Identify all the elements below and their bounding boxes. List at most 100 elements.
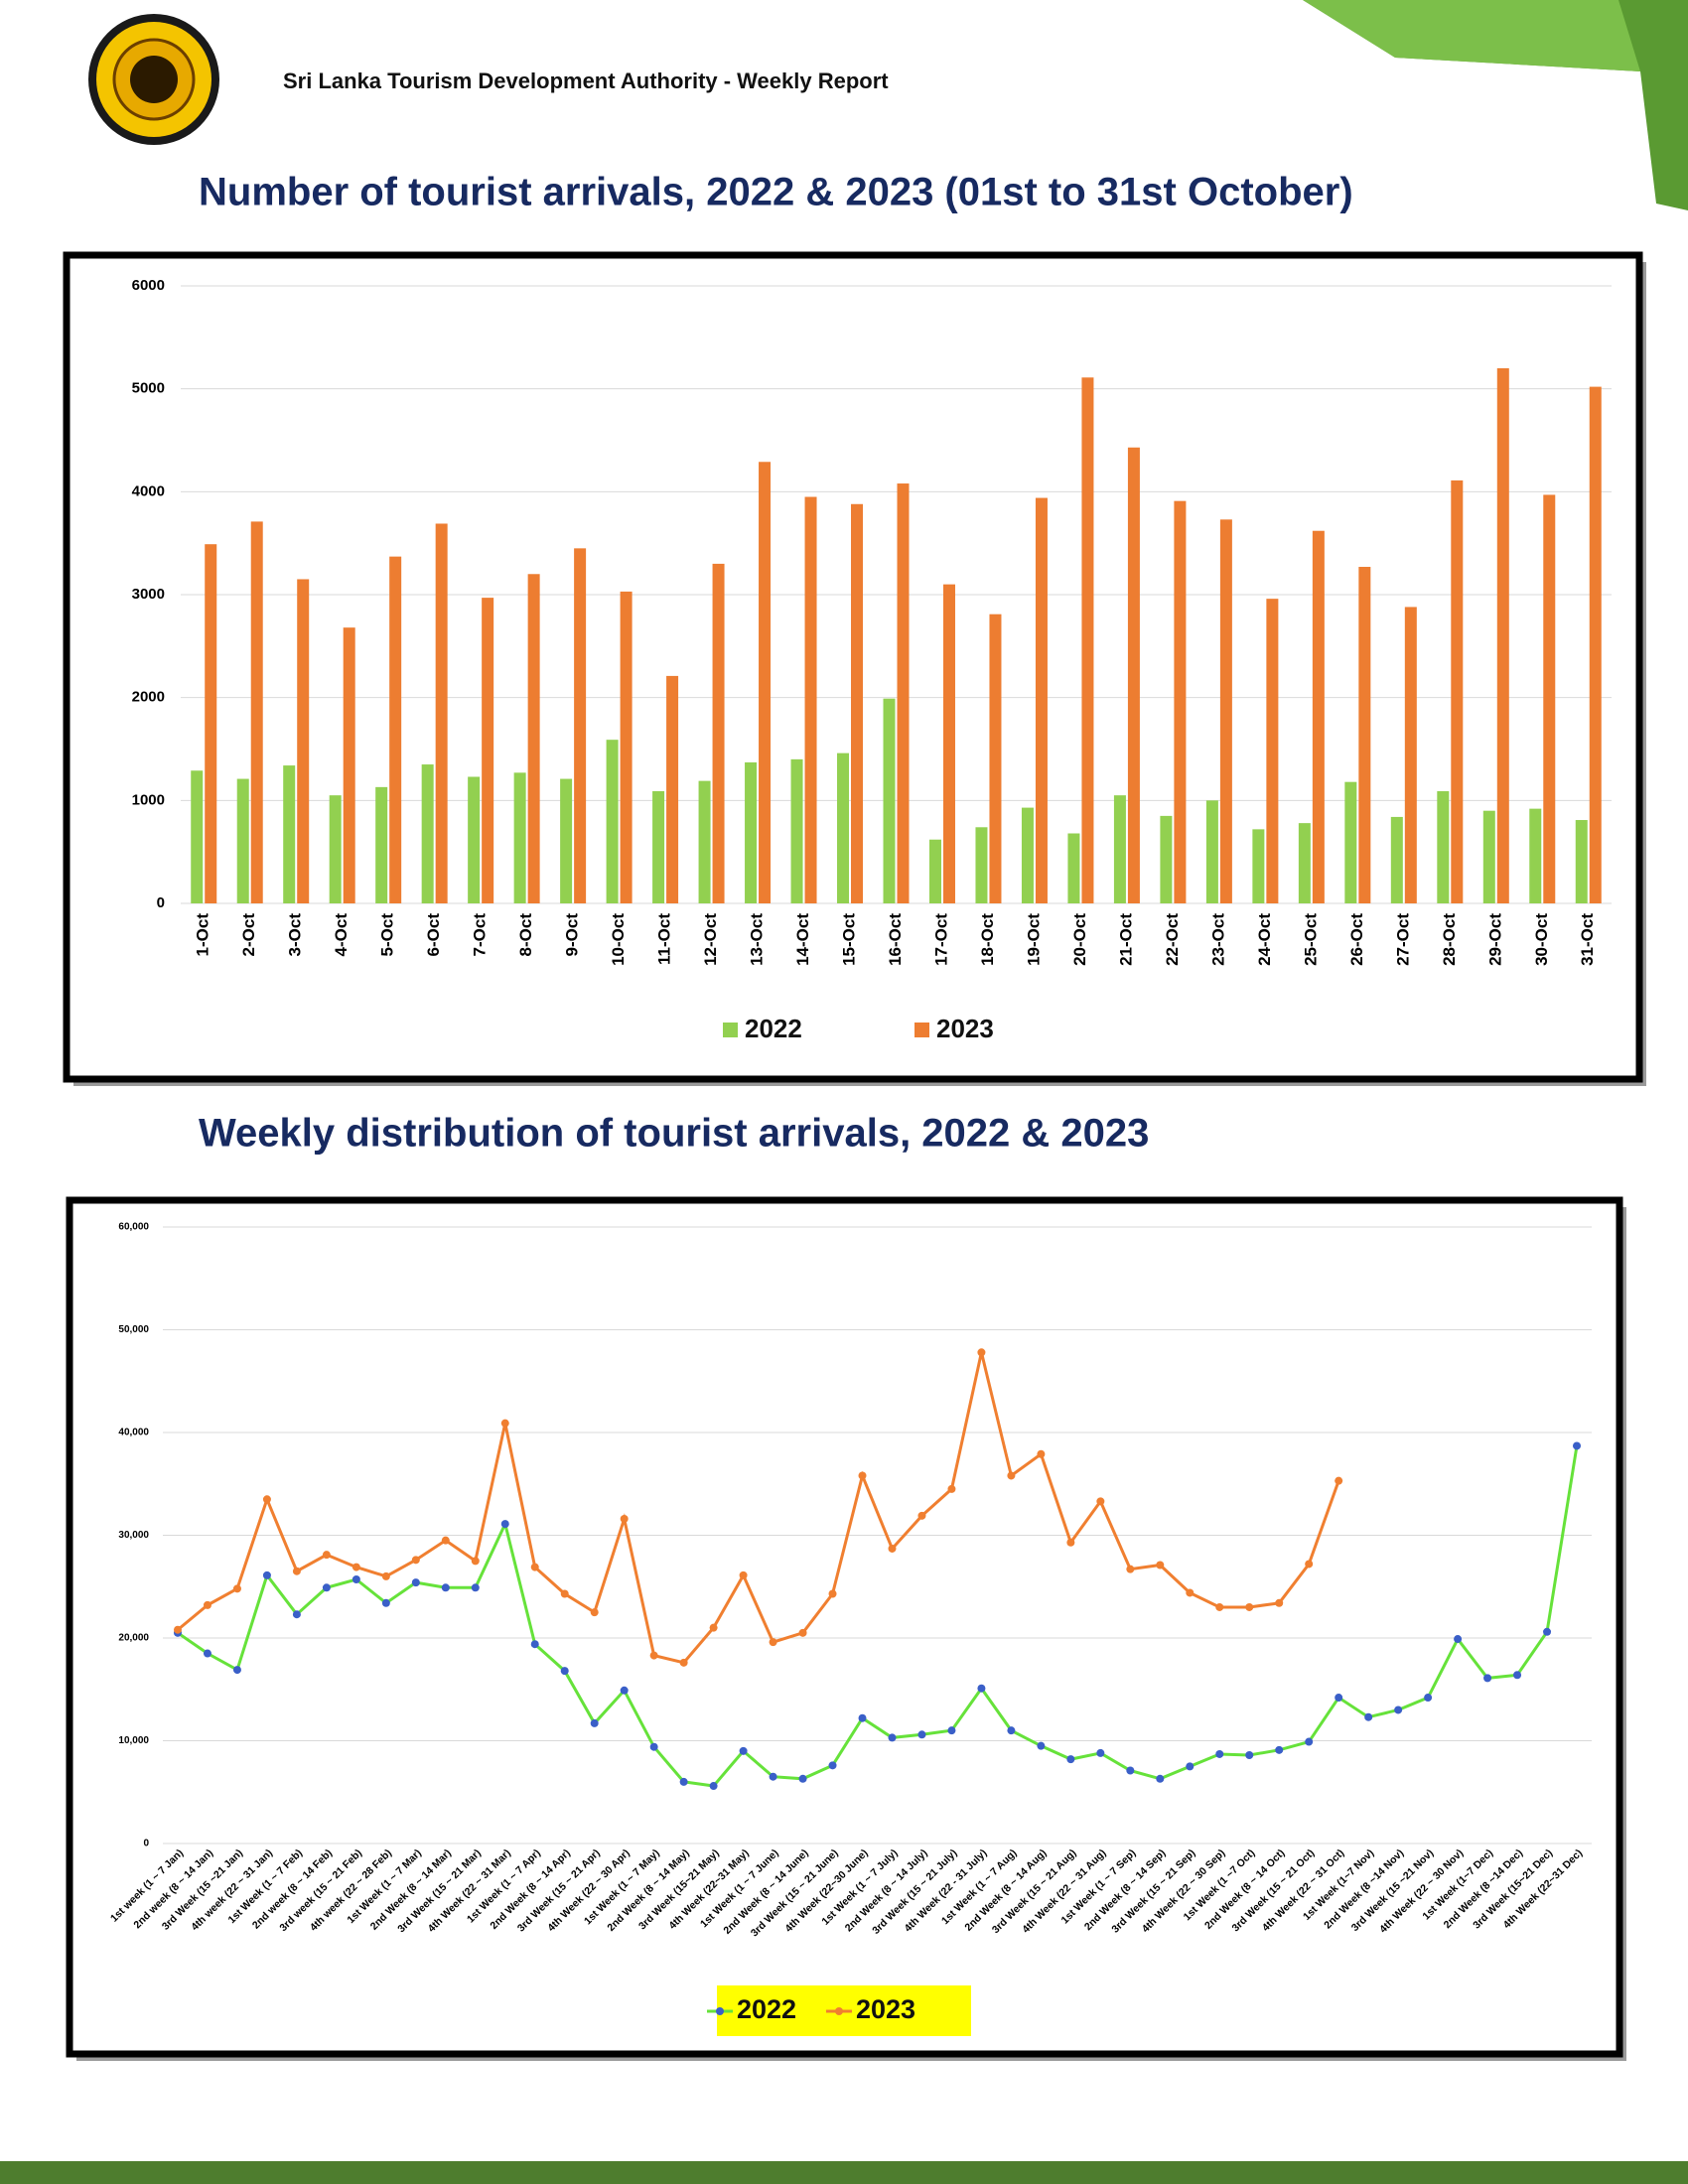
- legend-swatch: [914, 1023, 929, 1037]
- bar: [1113, 795, 1126, 903]
- x-tick-label: 2-Oct: [239, 913, 258, 957]
- legend-label: 2022: [737, 1994, 796, 2024]
- marker: [530, 1640, 539, 1649]
- bar: [942, 584, 955, 903]
- marker: [1335, 1476, 1343, 1485]
- bar: [1529, 808, 1542, 903]
- marker: [1275, 1598, 1284, 1607]
- marker: [352, 1563, 360, 1571]
- bar: [620, 591, 633, 903]
- marker: [1215, 1602, 1224, 1611]
- bar: [1344, 781, 1357, 903]
- bar: [1067, 833, 1080, 903]
- marker: [1275, 1745, 1284, 1754]
- marker: [1186, 1762, 1195, 1771]
- x-tick-label: 5-Oct: [378, 913, 397, 957]
- y-tick-label: 10,000: [118, 1735, 149, 1746]
- x-tick-label: 14-Oct: [793, 913, 812, 966]
- bar: [883, 698, 896, 903]
- marker: [977, 1348, 986, 1357]
- chart-title: Number of tourist arrivals, 2022 & 2023 …: [199, 171, 1353, 214]
- marker: [1245, 1602, 1254, 1611]
- bar: [527, 574, 540, 903]
- marker: [322, 1551, 331, 1560]
- chart-frame: [66, 1196, 1623, 2058]
- bar: [1437, 791, 1450, 903]
- bar: [1205, 800, 1218, 903]
- bar: [652, 791, 665, 903]
- bar: [329, 795, 342, 903]
- x-tick-label: 24-Oct: [1255, 913, 1274, 966]
- marker: [739, 1570, 748, 1579]
- y-tick-label: 0: [143, 1839, 149, 1849]
- marker: [1215, 1749, 1224, 1758]
- bar: [191, 770, 204, 903]
- x-tick-label: 9-Oct: [563, 913, 582, 957]
- marker: [471, 1557, 480, 1566]
- y-tick-label: 3000: [132, 586, 165, 603]
- corner-highlight: [1303, 0, 1640, 71]
- marker: [292, 1610, 301, 1619]
- marker: [262, 1495, 271, 1504]
- bar: [804, 496, 817, 903]
- marker: [322, 1583, 331, 1592]
- x-tick-label: 26-Oct: [1347, 913, 1366, 966]
- bar: [513, 772, 526, 903]
- marker: [858, 1471, 867, 1480]
- y-tick-label: 50,000: [118, 1324, 149, 1335]
- bar: [1404, 607, 1417, 903]
- marker: [649, 1742, 658, 1751]
- marker: [1305, 1560, 1314, 1569]
- marker: [590, 1608, 599, 1617]
- bar: [421, 764, 434, 903]
- bar: [297, 579, 310, 903]
- marker: [411, 1578, 420, 1587]
- marker: [858, 1713, 867, 1722]
- marker: [620, 1514, 629, 1523]
- marker: [530, 1563, 539, 1571]
- bar: [606, 740, 619, 903]
- bar: [205, 544, 217, 903]
- marker: [232, 1584, 241, 1593]
- marker: [649, 1651, 658, 1660]
- footer-bar: [0, 2161, 1688, 2184]
- legend-label: 2023: [856, 1994, 915, 2024]
- x-tick-label: 11-Oct: [655, 913, 674, 965]
- marker: [1066, 1755, 1075, 1764]
- bar: [1390, 816, 1403, 903]
- bar: [1266, 599, 1279, 903]
- y-tick-label: 20,000: [118, 1633, 149, 1644]
- legend-marker: [835, 2007, 843, 2015]
- bar: [1496, 367, 1509, 903]
- marker: [1126, 1565, 1135, 1573]
- marker: [679, 1777, 688, 1786]
- x-tick-label: 22-Oct: [1163, 913, 1182, 966]
- x-tick-label: 3-Oct: [286, 913, 305, 957]
- marker: [292, 1567, 301, 1575]
- bar: [897, 483, 910, 903]
- marker: [1156, 1774, 1165, 1783]
- x-tick-label: 18-Oct: [978, 913, 997, 966]
- marker: [1543, 1627, 1552, 1636]
- bar: [468, 776, 481, 903]
- bar: [574, 548, 587, 903]
- x-tick-label: 1-Oct: [194, 913, 212, 957]
- bar: [851, 503, 864, 903]
- marker: [1007, 1471, 1016, 1480]
- line: [177, 1445, 1579, 1788]
- x-tick-label: 8-Oct: [516, 913, 535, 957]
- x-tick-label: 27-Oct: [1393, 913, 1412, 966]
- marker: [560, 1667, 569, 1676]
- x-tick-label: 7-Oct: [471, 913, 490, 957]
- legend-marker: [716, 2007, 724, 2015]
- marker: [1513, 1671, 1522, 1680]
- marker: [471, 1583, 480, 1592]
- bar: [482, 598, 494, 903]
- bar: [666, 675, 679, 903]
- bar: [759, 462, 772, 903]
- bar: [1298, 823, 1311, 903]
- marker: [1007, 1726, 1016, 1735]
- bar: [1081, 377, 1094, 904]
- marker: [441, 1583, 450, 1592]
- marker: [1037, 1449, 1046, 1458]
